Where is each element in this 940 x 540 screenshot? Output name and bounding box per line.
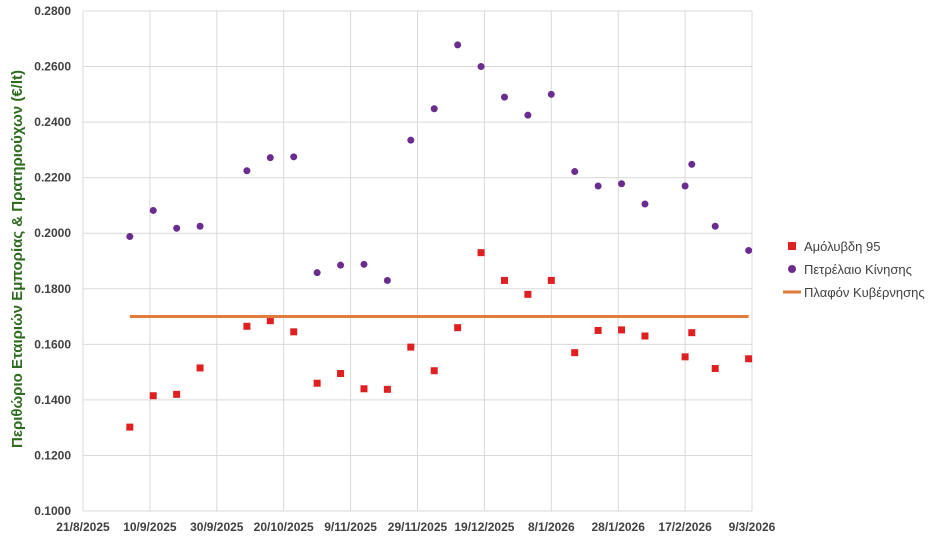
point-amolyvdi-95 xyxy=(547,276,555,284)
x-tick-label: 30/9/2025 xyxy=(190,520,244,534)
point-petrelaio-kinisis xyxy=(500,93,508,101)
point-petrelaio-kinisis xyxy=(243,167,251,175)
point-amolyvdi-95 xyxy=(641,332,649,340)
point-amolyvdi-95 xyxy=(500,276,508,284)
point-petrelaio-kinisis xyxy=(430,105,438,113)
point-petrelaio-kinisis xyxy=(383,276,391,284)
point-amolyvdi-95 xyxy=(360,385,368,393)
point-petrelaio-kinisis xyxy=(266,154,274,162)
point-amolyvdi-95 xyxy=(337,370,345,377)
point-amolyvdi-95 xyxy=(407,343,415,351)
point-petrelaio-kinisis xyxy=(173,224,181,232)
point-amolyvdi-95 xyxy=(290,328,298,336)
point-amolyvdi-95 xyxy=(196,364,204,372)
point-petrelaio-kinisis xyxy=(290,153,298,161)
legend: Αμόλυβδη 95 Πετρέλαιο Κίνησης Πλαφόν Κυβέρ… xyxy=(783,239,925,300)
point-petrelaio-kinisis xyxy=(149,206,157,214)
point-amolyvdi-95 xyxy=(688,329,696,337)
point-petrelaio-kinisis xyxy=(547,90,555,98)
point-petrelaio-kinisis xyxy=(407,136,415,144)
point-petrelaio-kinisis xyxy=(711,222,719,230)
y-tick-label: 0.2400 xyxy=(34,115,71,129)
legend-label: Πετρέλαιο Κίνησης xyxy=(804,262,912,277)
point-amolyvdi-95 xyxy=(618,326,626,334)
point-petrelaio-kinisis xyxy=(360,260,368,268)
y-tick-label: 0.2200 xyxy=(34,171,71,185)
point-amolyvdi-95 xyxy=(711,365,719,372)
y-tick-label: 0.1400 xyxy=(34,393,71,407)
y-tick-label: 0.2800 xyxy=(34,4,71,18)
point-petrelaio-kinisis xyxy=(571,168,579,176)
point-petrelaio-kinisis xyxy=(196,222,204,230)
y-tick-label: 0.1000 xyxy=(34,504,71,518)
point-petrelaio-kinisis xyxy=(477,63,485,71)
x-tick-label: 28/1/2026 xyxy=(592,520,646,534)
point-petrelaio-kinisis xyxy=(641,200,649,208)
x-tick-label: 10/9/2025 xyxy=(123,520,177,534)
y-tick-label: 0.1200 xyxy=(34,448,71,462)
point-amolyvdi-95 xyxy=(745,355,753,363)
chart-grid xyxy=(82,10,753,512)
point-petrelaio-kinisis xyxy=(454,41,462,49)
point-amolyvdi-95 xyxy=(266,317,274,325)
y-tick-label: 0.1600 xyxy=(34,337,71,351)
legend-label: Αμόλυβδη 95 xyxy=(804,239,880,254)
point-amolyvdi-95 xyxy=(126,423,134,431)
y-axis-label: Περιθώριο Εταιριών Εμπορίας & Πρατηριούχ… xyxy=(9,70,26,448)
point-amolyvdi-95 xyxy=(430,367,438,375)
y-tick-label: 0.2600 xyxy=(34,60,71,74)
point-amolyvdi-95 xyxy=(383,385,391,393)
x-tick-label: 29/11/2025 xyxy=(388,520,448,534)
point-amolyvdi-95 xyxy=(454,324,462,332)
point-petrelaio-kinisis xyxy=(524,111,532,119)
point-petrelaio-kinisis xyxy=(745,246,753,254)
point-petrelaio-kinisis xyxy=(594,182,602,190)
x-tick-label: 19/12/2025 xyxy=(454,520,514,534)
point-petrelaio-kinisis xyxy=(688,160,696,168)
y-tick-label: 0.2000 xyxy=(34,226,71,240)
x-tick-label: 20/10/2025 xyxy=(254,520,314,534)
x-tick-label: 8/1/2026 xyxy=(528,520,575,534)
point-petrelaio-kinisis xyxy=(313,269,321,277)
x-tick-label: 21/8/2025 xyxy=(56,520,110,534)
point-amolyvdi-95 xyxy=(313,379,321,387)
legend-swatch-circle xyxy=(788,265,796,273)
y-tick-label: 0.1800 xyxy=(34,282,71,296)
point-amolyvdi-95 xyxy=(173,390,181,398)
x-tick-label: 9/11/2025 xyxy=(324,520,377,534)
x-tick-labels: 21/8/2025 10/9/2025 30/9/2025 20/10/2025 9/1… xyxy=(56,520,775,534)
legend-swatch-square xyxy=(788,242,796,250)
point-amolyvdi-95 xyxy=(524,290,532,298)
point-amolyvdi-95 xyxy=(149,392,157,400)
point-amolyvdi-95 xyxy=(594,326,602,334)
x-tick-label: 9/3/2026 xyxy=(729,520,776,534)
y-tick-labels: 0.1000 0.1200 0.1400 0.1600 0.1800 0.2000 0.22… xyxy=(34,4,71,518)
point-amolyvdi-95 xyxy=(243,322,251,330)
point-petrelaio-kinisis xyxy=(681,182,689,190)
legend-label: Πλαφόν Κυβέρνησης xyxy=(804,285,925,300)
x-tick-label: 17/2/2026 xyxy=(658,520,712,534)
point-petrelaio-kinisis xyxy=(126,233,134,241)
point-amolyvdi-95 xyxy=(681,353,689,361)
point-amolyvdi-95 xyxy=(571,349,579,357)
point-petrelaio-kinisis xyxy=(618,180,626,188)
chart-marks xyxy=(126,41,753,431)
point-petrelaio-kinisis xyxy=(337,261,345,269)
point-amolyvdi-95 xyxy=(477,249,485,257)
